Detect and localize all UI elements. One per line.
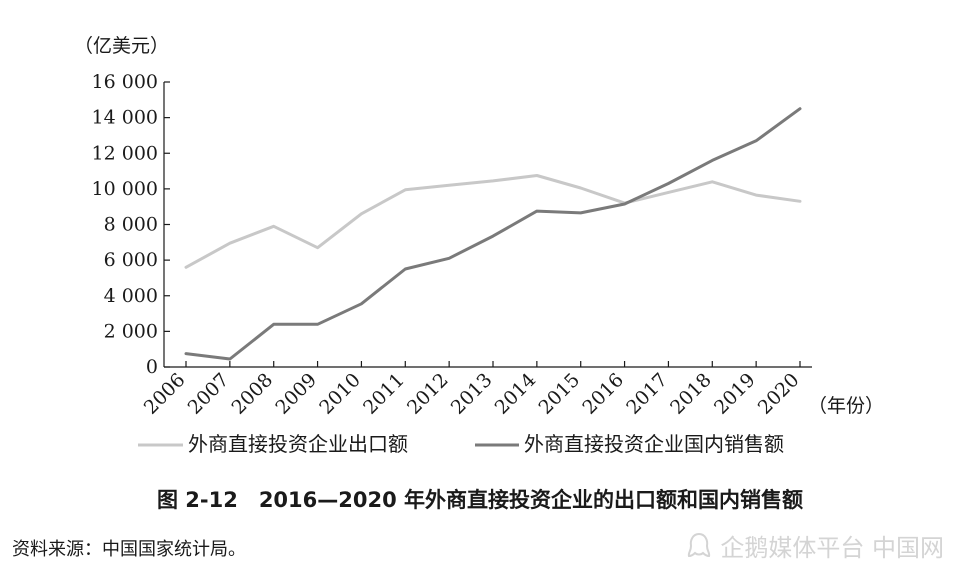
y-tick-label: 14 000 (92, 107, 158, 129)
series-line-1 (184, 174, 802, 269)
watermark-text: 企鹅媒体平台 中国网 (720, 534, 944, 562)
series-group (184, 107, 802, 361)
y-tick-label: 2 000 (104, 320, 158, 342)
y-tick-label: 8 000 (104, 214, 158, 236)
x-tick-label: 2013 (447, 369, 497, 419)
x-tick-label: 2016 (578, 369, 628, 419)
x-tick-label: 2007 (184, 369, 234, 419)
x-axis: 2006200720082009201020112012201320142015… (140, 361, 812, 419)
x-tick-label: 2015 (534, 369, 584, 419)
x-axis-unit-label: （年份） (808, 395, 884, 417)
x-tick-label: 2009 (271, 369, 321, 419)
figure-caption: 图 2-12 2016—2020 年外商直接投资企业的出口额和国内销售额 (156, 488, 804, 512)
x-tick-label: 2012 (403, 369, 453, 419)
y-tick-label: 12 000 (92, 142, 158, 164)
legend-label-1: 外商直接投资企业出口额 (188, 432, 408, 456)
x-tick-label: 2019 (710, 369, 760, 419)
y-tick-label: 6 000 (104, 249, 158, 271)
legend: 外商直接投资企业出口额 外商直接投资企业国内销售额 (138, 432, 784, 456)
x-tick-label: 2018 (666, 369, 716, 419)
line-chart: （亿美元） 0 2 000 4 000 6 000 8 000 10 000 12 000 1… (74, 35, 884, 456)
x-tick-label: 2014 (491, 369, 541, 419)
y-tick-label: 16 000 (92, 71, 158, 93)
x-tick-label: 2008 (227, 369, 277, 419)
y-axis-unit-label: （亿美元） (74, 35, 169, 57)
y-tick-label: 10 000 (92, 178, 158, 200)
watermark: 企鹅媒体平台 中国网 (684, 528, 944, 563)
x-tick-label: 2010 (315, 369, 365, 419)
x-tick-label: 2020 (754, 369, 804, 419)
y-tick-label: 4 000 (104, 285, 158, 307)
legend-label-2: 外商直接投资企业国内销售额 (524, 432, 784, 456)
x-tick-label: 2011 (359, 369, 409, 419)
source-note: 资料来源：中国国家统计局。 (12, 539, 246, 560)
series-line-2 (184, 107, 802, 361)
x-tick-label: 2017 (622, 369, 672, 419)
penguin-logo-icon (688, 532, 711, 557)
y-tick-label: 0 (146, 356, 158, 378)
y-axis: 0 2 000 4 000 6 000 8 000 10 000 12 000 14 000 1… (92, 71, 170, 378)
